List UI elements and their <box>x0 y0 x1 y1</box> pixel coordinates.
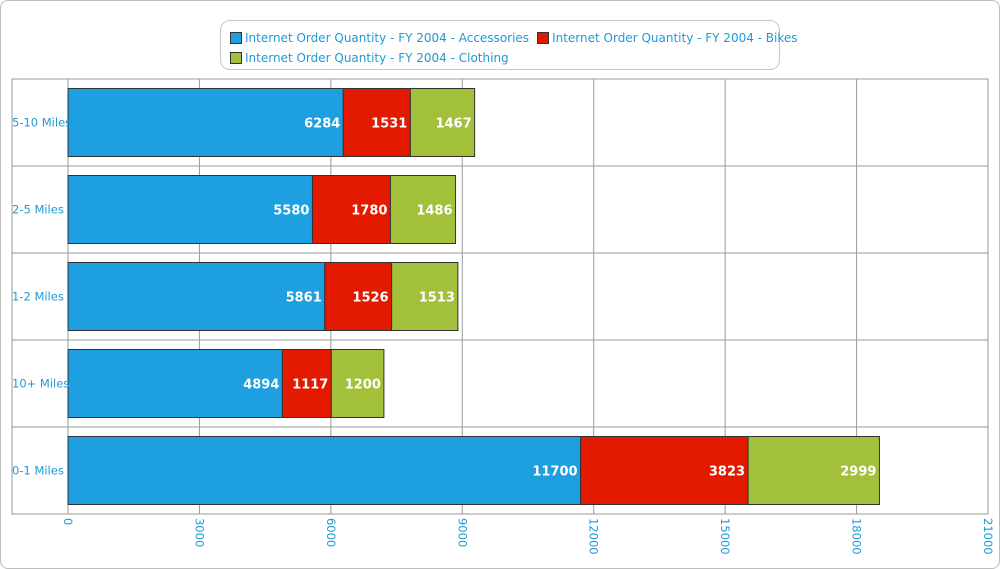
bar <box>409 88 476 157</box>
x-tick-label: 21000 <box>981 518 995 555</box>
x-tick-label: 9000 <box>455 518 469 547</box>
category-label: 2-5 Miles <box>12 203 64 217</box>
data-label: 1467 <box>435 117 471 132</box>
category-label: 10+ Miles <box>12 377 69 391</box>
legend-label-clothing: Internet Order Quantity - FY 2004 - Clot… <box>245 51 509 65</box>
bar <box>747 436 880 505</box>
data-label: 1117 <box>292 378 328 393</box>
legend-swatch-clothing <box>230 52 242 64</box>
legend-swatch-accessories <box>230 32 242 44</box>
bar <box>281 349 332 418</box>
x-tick-label: 15000 <box>718 518 732 555</box>
bar <box>324 262 393 331</box>
bar <box>580 436 749 505</box>
bar <box>67 175 313 244</box>
data-label: 1486 <box>416 204 452 219</box>
category-label: 1-2 Miles <box>12 290 64 304</box>
data-label: 1780 <box>351 204 387 219</box>
bar <box>330 349 385 418</box>
legend-item-accessories: Internet Order Quantity - FY 2004 - Acce… <box>230 31 529 45</box>
bar <box>389 175 457 244</box>
legend-label-bikes: Internet Order Quantity - FY 2004 - Bike… <box>552 31 798 45</box>
x-tick-label: 6000 <box>324 518 338 547</box>
bar <box>67 88 344 157</box>
category-label: 5-10 Miles <box>12 116 71 130</box>
data-label: 5861 <box>286 291 322 306</box>
category-label: 0-1 Miles <box>12 464 64 478</box>
data-label: 2999 <box>840 465 876 480</box>
bar <box>311 175 391 244</box>
bar <box>67 436 582 505</box>
legend-item-bikes: Internet Order Quantity - FY 2004 - Bike… <box>537 31 798 45</box>
data-label: 1513 <box>419 291 455 306</box>
data-label: 4894 <box>243 378 279 393</box>
legend-label-accessories: Internet Order Quantity - FY 2004 - Acce… <box>245 31 530 45</box>
legend-item-clothing: Internet Order Quantity - FY 2004 - Clot… <box>230 51 509 65</box>
bar <box>342 88 411 157</box>
x-tick-label: 12000 <box>587 518 601 555</box>
legend-swatch-bikes <box>537 32 550 44</box>
data-label: 1200 <box>345 378 381 393</box>
data-label: 11700 <box>532 465 577 480</box>
bar <box>67 349 283 418</box>
bar <box>391 262 459 331</box>
data-label: 6284 <box>304 117 340 132</box>
x-tick-label: 3000 <box>192 518 206 547</box>
data-label: 3823 <box>709 465 745 480</box>
legend: Internet Order Quantity - FY 2004 - Acce… <box>220 20 798 70</box>
data-label: 1531 <box>371 117 407 132</box>
data-label: 5580 <box>273 204 309 219</box>
x-tick-label: 0 <box>61 518 75 525</box>
bar <box>67 262 326 331</box>
x-tick-label: 18000 <box>850 518 864 555</box>
data-label: 1526 <box>352 291 388 306</box>
